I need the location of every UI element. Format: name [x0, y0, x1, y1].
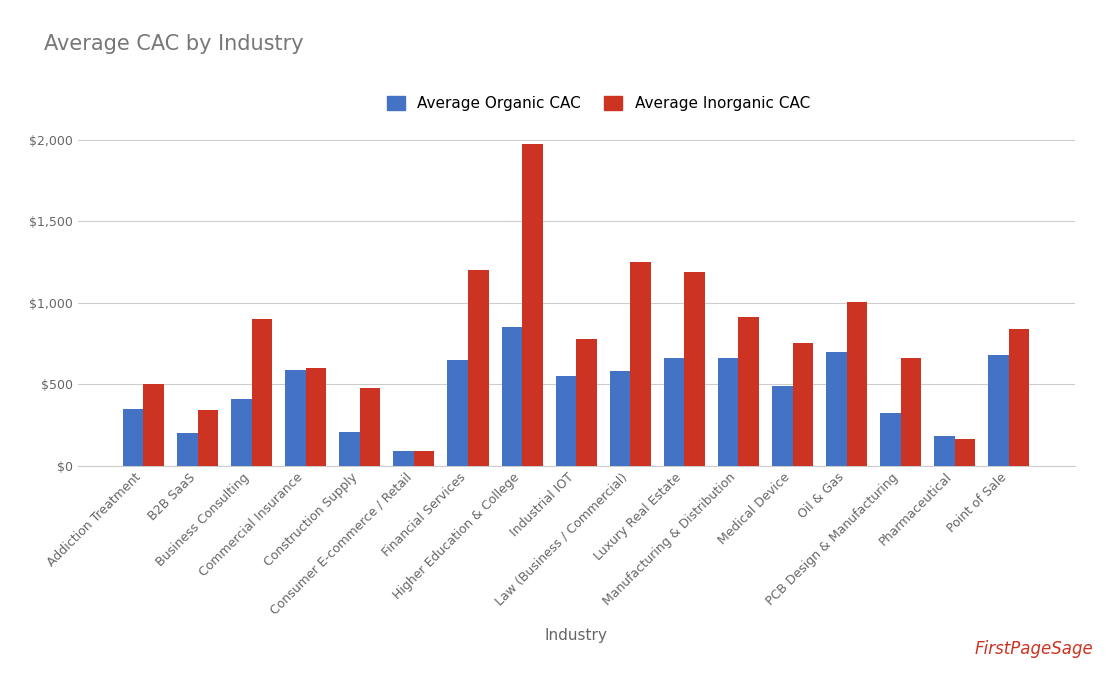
Bar	[339, 432, 360, 466]
Bar	[285, 371, 306, 466]
Bar	[847, 302, 868, 466]
Bar	[360, 388, 380, 466]
X-axis label: Industry: Industry	[545, 628, 607, 643]
Bar	[685, 272, 705, 466]
Bar	[414, 451, 434, 466]
Bar	[143, 384, 164, 466]
Bar	[448, 360, 468, 466]
Bar	[792, 342, 813, 466]
Text: Average CAC by Industry: Average CAC by Industry	[44, 34, 304, 54]
Bar	[630, 262, 650, 466]
Bar	[901, 358, 921, 466]
Bar	[177, 433, 197, 466]
Legend: Average Organic CAC, Average Inorganic CAC: Average Organic CAC, Average Inorganic C…	[381, 90, 815, 117]
Bar	[252, 319, 273, 466]
Bar	[1009, 329, 1029, 466]
Bar	[393, 451, 414, 466]
Bar	[664, 358, 685, 466]
Text: FirstPageSage: FirstPageSage	[975, 640, 1094, 658]
Bar	[880, 413, 901, 466]
Bar	[576, 338, 597, 466]
Bar	[738, 317, 759, 466]
Bar	[718, 358, 738, 466]
Bar	[934, 436, 955, 466]
Bar	[306, 368, 326, 466]
Bar	[827, 351, 847, 466]
Bar	[555, 376, 576, 466]
Bar	[609, 371, 630, 466]
Bar	[772, 386, 792, 466]
Bar	[522, 144, 543, 466]
Bar	[232, 399, 252, 466]
Bar	[502, 327, 522, 466]
Bar	[123, 409, 143, 466]
Bar	[197, 410, 218, 466]
Bar	[468, 270, 489, 466]
Bar	[988, 355, 1009, 466]
Bar	[955, 439, 975, 466]
